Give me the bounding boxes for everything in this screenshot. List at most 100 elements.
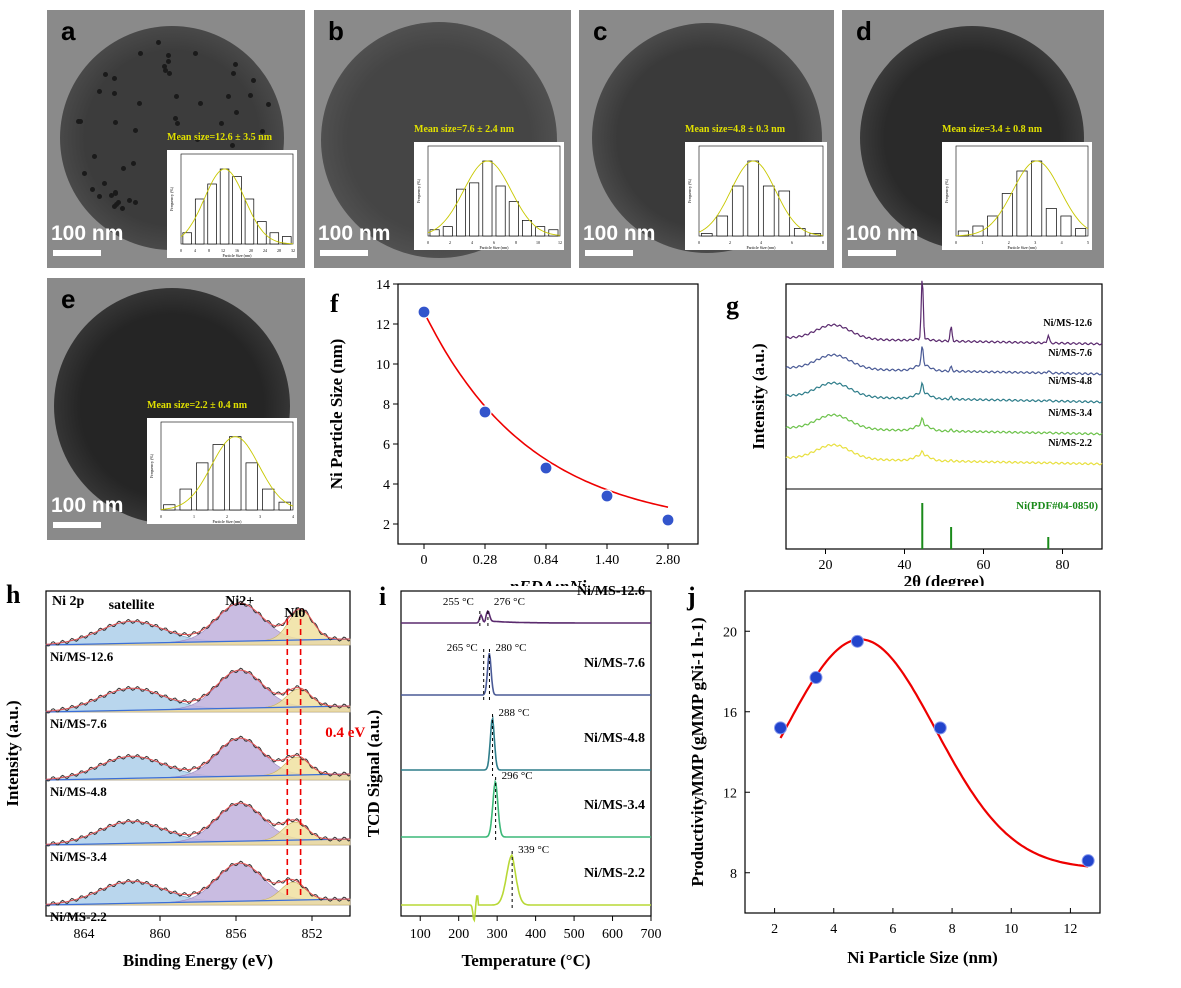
chart-f: f24681012140 0.28 0.84 1.40 2.80Ni Particle … xyxy=(320,276,720,586)
ni-particle xyxy=(92,154,97,159)
ni-particle xyxy=(162,64,167,69)
histogram-bar xyxy=(496,186,505,236)
histogram-xlabel: Particle Size (nm) xyxy=(480,245,510,250)
tem-panel-c: c 100 nm Mean size=4.8 ± 0.3 nm 0 2 4 6 8 Partic… xyxy=(579,10,834,268)
x-tick-label: 500 xyxy=(564,927,585,942)
mean-size-label: Mean size=2.2 ± 0.4 nm xyxy=(147,400,247,411)
histogram-tick: 0 xyxy=(698,240,700,245)
peak-label: 339 °C xyxy=(518,844,549,856)
histogram-ylabel: Frequency (%) xyxy=(149,453,154,478)
x-tick-label: 10 xyxy=(1004,922,1018,937)
x-tick-label: 40 xyxy=(898,558,912,573)
data-point xyxy=(775,722,787,734)
histogram-xlabel: Particle Size (nm) xyxy=(747,245,777,250)
histogram-tick: 0 xyxy=(427,240,429,245)
histogram-bar xyxy=(430,230,439,236)
size-histogram: 0 4 8 12 16 20 24 28 32Particle Size (nm)Frequen… xyxy=(167,150,297,258)
histogram-tick: 6 xyxy=(791,240,793,245)
histogram-tick: 4 xyxy=(292,514,294,519)
histogram-bar xyxy=(732,186,743,236)
peak-label: 296 °C xyxy=(502,770,533,782)
x-axis-label: Temperature (°C) xyxy=(461,951,590,970)
histogram-ylabel: Frequency (%) xyxy=(169,186,174,211)
sample-label: Ni/MS-2.2 xyxy=(50,909,107,924)
x-tick-label: 60 xyxy=(977,558,991,573)
data-point xyxy=(479,406,491,418)
histogram-tick: 5 xyxy=(1087,240,1089,245)
ni-particle xyxy=(133,128,138,133)
ni-particle xyxy=(230,143,235,148)
histogram-bar xyxy=(763,186,774,236)
histogram-tick: 4 xyxy=(1061,240,1063,245)
histogram-bar xyxy=(470,183,479,236)
annotation: Ni0 xyxy=(284,606,305,621)
annotation: satellite xyxy=(109,598,155,613)
x-tick-label: 1.40 xyxy=(595,553,620,568)
y-tick-label: 14 xyxy=(376,278,390,293)
scale-text: 100 nm xyxy=(846,222,918,246)
y-tick-label: 10 xyxy=(376,358,390,373)
series-label: Ni/MS-12.6 xyxy=(1043,318,1092,329)
histogram-tick: 4 xyxy=(471,240,473,245)
histogram-tick: 4 xyxy=(194,248,196,253)
x-tick-label: 6 xyxy=(889,922,896,937)
y-axis-label: Intensity (a.u.) xyxy=(3,700,22,806)
panel-label: i xyxy=(379,582,386,611)
y-axis-label: ProductivityMMP (gMMP gNi-1 h-1) xyxy=(688,617,707,886)
fit-curve xyxy=(781,639,1089,866)
panel-label: f xyxy=(330,289,339,318)
histogram-bar xyxy=(279,502,291,510)
y-tick-label: 12 xyxy=(723,786,737,801)
mean-size-label: Mean size=4.8 ± 0.3 nm xyxy=(685,124,785,135)
ni-particle xyxy=(231,71,236,76)
ni-particle xyxy=(113,120,118,125)
x-tick-label: 20 xyxy=(819,558,833,573)
x-tick-label: 600 xyxy=(602,927,623,942)
histogram-bar xyxy=(208,184,217,244)
y-tick-label: 8 xyxy=(383,398,390,413)
x-tick-label: 12 xyxy=(1063,922,1077,937)
panel-label: h xyxy=(6,580,21,609)
histogram-bar xyxy=(262,489,274,510)
tem-panel-b: b 100 nm Mean size=7.6 ± 2.4 nm 0 2 4 6 8 10 12 Pa… xyxy=(314,10,571,268)
peak-label: 276 °C xyxy=(494,596,525,608)
x-axis-label: Binding Energy (eV) xyxy=(123,951,273,970)
annotation: Ni2+ xyxy=(225,594,254,609)
series-label: Ni/MS-4.8 xyxy=(584,731,645,746)
histogram-bar xyxy=(748,161,759,236)
scale-bar xyxy=(320,250,368,256)
scale-text: 100 nm xyxy=(318,222,390,246)
ni-particle xyxy=(251,78,256,83)
scale-text: 100 nm xyxy=(51,494,123,518)
histogram-bar xyxy=(245,199,254,244)
x-tick-label: 0.84 xyxy=(534,553,559,568)
y-axis-label: Intensity (a.u.) xyxy=(749,343,768,449)
ni-particle xyxy=(234,110,239,115)
series-label: Ni/MS-3.4 xyxy=(1048,408,1092,419)
panel-label: g xyxy=(726,291,739,320)
ni-particle xyxy=(166,59,171,64)
ni-particle xyxy=(133,200,138,205)
histogram-tick: 24 xyxy=(263,248,267,253)
mean-size-label: Mean size=3.4 ± 0.8 nm xyxy=(942,124,1042,135)
histogram-tick: 0 xyxy=(955,240,957,245)
histogram-tick: 10 xyxy=(536,240,540,245)
size-histogram: 0 1 2 3 4Particle Size (nm)Frequency (%) xyxy=(147,418,297,524)
size-histogram: 0 2 4 6 8 10 12Particle Size (nm)Frequency (%) xyxy=(414,142,564,250)
histogram-bar xyxy=(233,177,242,245)
plot-frame xyxy=(745,591,1100,913)
histogram-bar xyxy=(213,445,225,510)
histogram-ylabel: Frequency (%) xyxy=(416,178,421,203)
ni-particle xyxy=(156,40,161,45)
ni-particle xyxy=(233,62,238,67)
histogram-tick: 28 xyxy=(277,248,281,253)
data-point xyxy=(851,635,863,647)
shift-annotation: 0.4 eV xyxy=(325,725,365,741)
histogram-ylabel: Frequency (%) xyxy=(944,178,949,203)
x-tick-label: 0 xyxy=(421,553,428,568)
x-tick-label: 300 xyxy=(487,927,508,942)
chart-i: i100 200 300 400 500 600 700Ni/MS-12.6255 °C 27… xyxy=(365,575,665,988)
ni-particle xyxy=(226,94,231,99)
chart-g: g20 40 60 80Ni/MS-12.6Ni/MS-7.6Ni/MS-4.8Ni/… xyxy=(720,276,1120,586)
ni-particle xyxy=(266,102,271,107)
